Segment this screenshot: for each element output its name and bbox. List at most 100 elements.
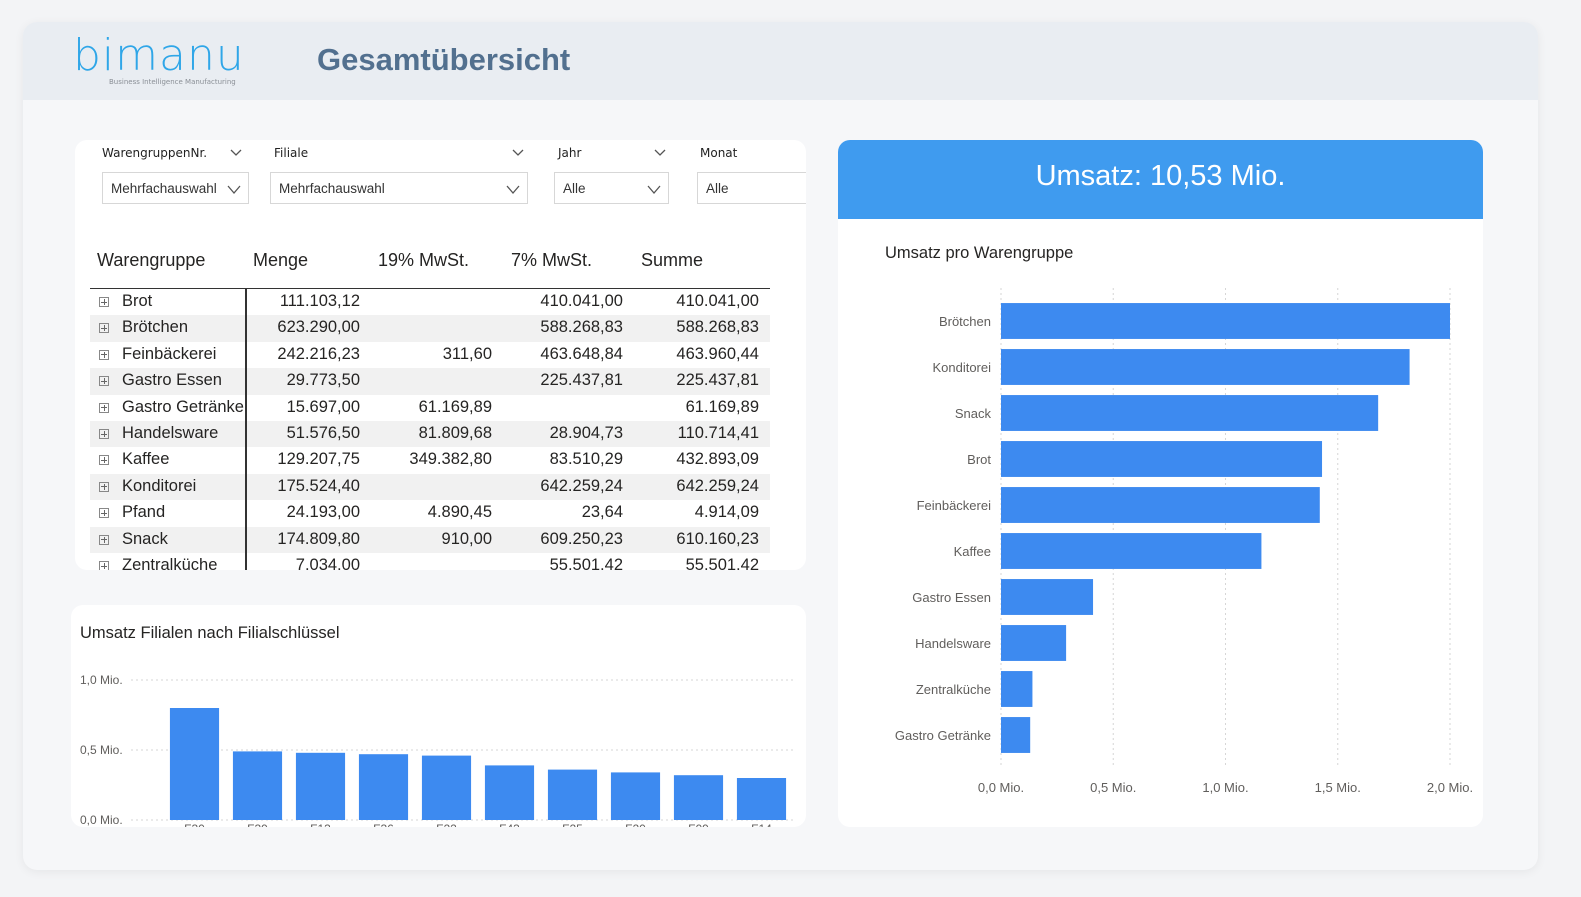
y-tick-label: Zentralküche: [916, 682, 991, 697]
cell-value: 51.576,50: [286, 424, 360, 442]
column-header-19-mwst[interactable]: 19% MwSt.: [378, 250, 470, 270]
column-header-menge[interactable]: Menge: [253, 250, 309, 270]
cell-value: 110.714,41: [677, 424, 759, 442]
x-tick-label: F25: [562, 822, 583, 827]
bar-snack: [1001, 395, 1379, 431]
page-title: Gesamtübersicht: [317, 42, 571, 77]
x-tick-label: F36: [373, 822, 394, 827]
warengruppe-chart-card: Umsatz: 10,53 Mio. Umsatz pro Warengrupp…: [838, 140, 1483, 827]
expand-icon[interactable]: [99, 402, 109, 413]
cell-warengruppe: Feinbäckerei: [122, 344, 217, 363]
table-row[interactable]: Konditorei 175.524,40 642.259,24 642.259,24: [90, 473, 770, 501]
column-header-summe[interactable]: Summe: [641, 250, 704, 270]
table-row[interactable]: Brot 111.103,12 410.041,00 410.041,00: [90, 289, 770, 315]
table-row[interactable]: Gastro Essen 29.773,50 225.437,81 225.437,8…: [90, 368, 770, 395]
logo-wordmark: bimanu: [73, 32, 245, 80]
x-tick-label: 0,5 Mio.: [1090, 780, 1136, 795]
table-row[interactable]: Brötchen 623.290,00 588.268,83 588.268,83: [90, 315, 770, 342]
cell-value: 432.893,09: [676, 450, 759, 469]
slicer-value: Alle: [563, 181, 586, 196]
y-tick-label: Konditorei: [932, 360, 991, 375]
expand-icon[interactable]: [99, 376, 109, 387]
logo-wordmark-text: bimanu: [73, 30, 245, 81]
bar-feinbäckerei: [1001, 487, 1320, 523]
cell-value: 588.268,83: [676, 318, 759, 337]
slicer-dropdown[interactable]: Mehrfachauswahl: [102, 172, 249, 204]
slicer-label: Filiale: [274, 146, 309, 160]
cell-warengruppe: Gastro Essen: [122, 371, 222, 390]
column-header-7-mwst[interactable]: 7% MwSt.: [511, 250, 593, 270]
cell-value: 242.216,23: [277, 344, 360, 363]
y-tick-label: Brot: [967, 452, 991, 467]
cell-value: 23,64: [581, 503, 623, 522]
bar-handelsware: [1001, 625, 1067, 661]
x-tick-label: F30: [184, 822, 205, 827]
bar-f20: [610, 772, 661, 820]
y-tick-label: Snack: [955, 406, 992, 421]
expand-icon[interactable]: [99, 561, 109, 570]
expand-icon[interactable]: [99, 481, 109, 492]
cell-value: 349.382,80: [409, 450, 492, 469]
table-row[interactable]: Zentralküche 7.034,00 55.501,42 55.501,42: [90, 553, 770, 570]
chevron-down-icon[interactable]: [230, 146, 242, 158]
table-row[interactable]: Pfand 24.193,00 4.890,45 23,64 4.914,09: [90, 500, 770, 526]
slicer-dropdown[interactable]: Alle: [697, 172, 806, 204]
bar-f25: [547, 769, 598, 820]
expand-icon[interactable]: [99, 508, 109, 519]
table-row[interactable]: Feinbäckerei 242.216,23 311,60 463.648,84 46…: [90, 342, 770, 368]
cell-value: 28.904,73: [549, 424, 623, 442]
cell-value: 642.259,24: [540, 476, 623, 495]
expand-icon[interactable]: [99, 349, 109, 360]
cell-warengruppe: Konditorei: [122, 476, 197, 495]
expand-icon[interactable]: [99, 455, 109, 466]
cell-value: 61.169,89: [418, 397, 492, 416]
chevron-down-icon: [227, 185, 241, 194]
slicer-dropdown[interactable]: Alle: [554, 172, 669, 204]
expand-icon[interactable]: [99, 323, 109, 334]
cell-value: 61.169,89: [685, 397, 759, 416]
expand-icon[interactable]: [99, 429, 109, 439]
slicer-value: Mehrfachauswahl: [279, 181, 385, 196]
chevron-down-icon[interactable]: [654, 146, 666, 158]
cell-value: 15.697,00: [286, 397, 360, 416]
cell-value: 463.960,44: [676, 344, 759, 363]
cell-value: 55.501,42: [685, 556, 759, 570]
cell-value: 24.193,00: [286, 503, 360, 522]
bar-f43: [484, 765, 535, 820]
bar-konditorei: [1001, 349, 1410, 385]
cell-warengruppe: Pfand: [122, 503, 166, 522]
chevron-down-icon[interactable]: [512, 146, 524, 158]
bar-f09: [673, 775, 724, 820]
cell-value: 410.041,00: [540, 292, 623, 310]
bar-f22: [421, 755, 472, 820]
x-tick-label: 2,0 Mio.: [1427, 780, 1473, 795]
cell-value: 129.207,75: [277, 450, 360, 469]
cell-value: 7.034,00: [295, 556, 360, 570]
table-header: Warengruppe Menge 19% MwSt. 7% MwSt. Sum…: [90, 250, 770, 289]
cell-warengruppe: Kaffee: [122, 450, 170, 469]
table-row[interactable]: Kaffee 129.207,75 349.382,80 83.510,29 432.8…: [90, 447, 770, 473]
slicer-label: Monat: [700, 146, 738, 160]
cell-warengruppe: Snack: [122, 529, 168, 548]
expand-icon[interactable]: [99, 297, 109, 307]
table-row[interactable]: Handelsware 51.576,50 81.809,68 28.904,73 11…: [90, 421, 770, 448]
y-tick-label: Kaffee: [954, 544, 991, 559]
filialen-bar-chart: 0,0 Mio. 0,5 Mio. 1,0 Mio. F30 F39 F13 F36 F22 F…: [80, 673, 796, 827]
chart-title: Umsatz Filialen nach Filialschlüssel: [80, 624, 340, 642]
slicer-dropdown[interactable]: Mehrfachauswahl: [270, 172, 528, 204]
x-tick-label: 1,5 Mio.: [1315, 780, 1361, 795]
dashboard-frame: bimanu Business Intelligence Manufacturi…: [23, 22, 1538, 870]
cell-warengruppe: Brötchen: [122, 318, 189, 337]
bar-gastro-getränke: [1001, 717, 1031, 753]
column-header-warengruppe[interactable]: Warengruppe: [97, 250, 206, 270]
cell-value: 55.501,42: [549, 556, 623, 570]
cell-warengruppe: Handelsware: [122, 424, 219, 442]
table-row[interactable]: Gastro Getränke 15.697,00 61.169,89 61.169,…: [90, 395, 770, 421]
slicer-value: Mehrfachauswahl: [111, 181, 217, 196]
y-tick-label: Brötchen: [939, 314, 991, 329]
expand-icon[interactable]: [99, 534, 109, 545]
table-row[interactable]: Snack 174.809,80 910,00 609.250,23 610.160,2…: [90, 526, 770, 553]
y-tick-label: 0,5 Mio.: [80, 743, 123, 757]
bar-f36: [358, 754, 409, 820]
x-tick-label: F43: [499, 822, 520, 827]
